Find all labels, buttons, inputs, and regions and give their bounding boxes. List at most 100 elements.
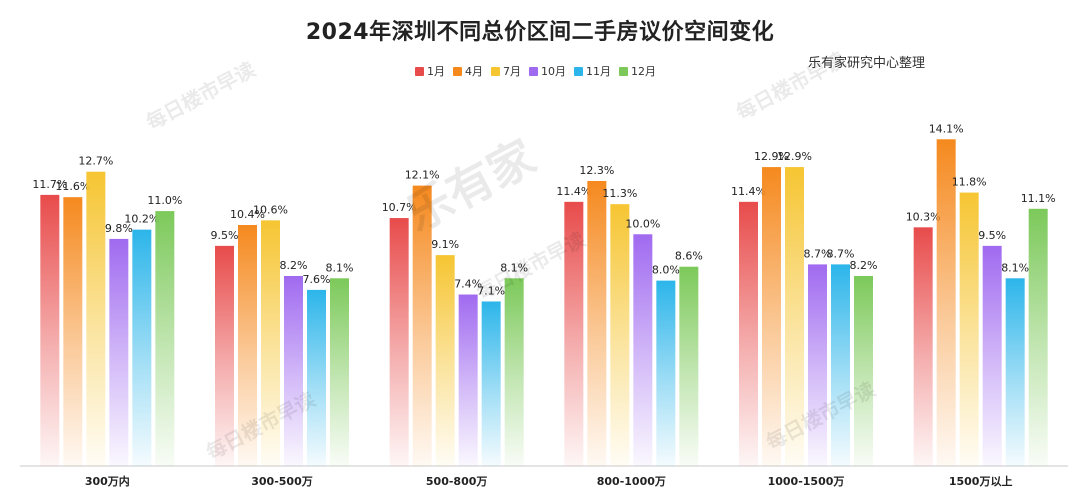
data-label: 11.4% — [556, 185, 591, 198]
data-label: 11.3% — [602, 187, 637, 200]
legend-label: 11月 — [586, 65, 611, 78]
data-label: 7.1% — [477, 284, 505, 297]
bar — [307, 289, 326, 466]
bar — [458, 294, 478, 466]
legend-label: 7月 — [503, 65, 521, 78]
legend-label: 1月 — [427, 65, 445, 78]
data-label: 12.3% — [579, 164, 614, 177]
category-label: 500-800万 — [426, 475, 488, 488]
bar — [679, 266, 699, 466]
bar — [238, 225, 257, 466]
data-label: 9.5% — [211, 229, 239, 242]
data-label: 8.1% — [326, 261, 354, 274]
data-label: 11.0% — [147, 194, 182, 207]
bar — [610, 204, 630, 466]
bar — [739, 201, 758, 467]
bar — [808, 264, 827, 466]
bar — [785, 167, 804, 466]
bar — [587, 180, 607, 466]
data-label: 10.0% — [625, 217, 660, 230]
data-label: 9.8% — [105, 222, 133, 235]
data-label: 9.1% — [431, 238, 459, 251]
legend-item: 11月 — [574, 63, 611, 79]
legend-item: 7月 — [491, 63, 521, 79]
bar — [435, 255, 455, 466]
bar — [1005, 278, 1025, 466]
data-label: 8.2% — [280, 259, 308, 272]
legend-item: 1月 — [415, 63, 445, 79]
bar — [656, 280, 676, 466]
bar — [633, 234, 653, 466]
bar — [982, 245, 1002, 466]
data-label: 8.0% — [652, 264, 680, 277]
category-label: 1500万以上 — [949, 474, 1013, 488]
category-label: 1000-1500万 — [768, 475, 845, 488]
data-label: 10.6% — [253, 203, 288, 216]
chart-title: 2024年深圳不同总价区间二手房议价空间变化 — [305, 20, 775, 45]
data-label: 11.8% — [952, 176, 987, 189]
data-label: 10.4% — [230, 208, 265, 221]
bar — [109, 238, 129, 466]
data-label: 8.1% — [1001, 261, 1029, 274]
bar — [504, 278, 524, 466]
bar — [1028, 208, 1048, 467]
bar — [155, 211, 175, 466]
bar — [762, 167, 781, 466]
data-label: 8.7% — [804, 247, 832, 260]
data-label: 7.4% — [454, 278, 482, 291]
data-label: 9.5% — [978, 229, 1006, 242]
legend-swatch — [529, 66, 538, 76]
legend-swatch — [574, 66, 583, 76]
legend-swatch — [491, 66, 500, 76]
bar — [913, 227, 933, 466]
data-label: 10.2% — [124, 213, 159, 226]
data-label: 10.3% — [906, 210, 941, 223]
data-label: 11.7% — [32, 178, 67, 191]
bar — [936, 139, 956, 466]
legend-label: 10月 — [541, 65, 566, 78]
bar — [564, 201, 584, 467]
bar — [86, 171, 106, 467]
bar — [261, 220, 280, 466]
data-label: 12.9% — [754, 150, 789, 163]
bar — [330, 278, 349, 466]
bar — [412, 185, 432, 466]
bar — [284, 275, 303, 466]
bar — [831, 264, 850, 466]
data-label: 11.4% — [731, 185, 766, 198]
legend-swatch — [619, 66, 628, 76]
bar — [132, 229, 152, 466]
bar — [63, 197, 83, 466]
legend-label: 4月 — [465, 65, 483, 78]
data-label: 7.6% — [303, 273, 331, 286]
data-label: 8.7% — [827, 247, 855, 260]
data-label: 8.6% — [675, 250, 703, 263]
category-label: 800-1000万 — [597, 475, 666, 488]
data-label: 10.7% — [382, 201, 417, 214]
legend-swatch — [415, 66, 424, 76]
bar — [215, 245, 234, 466]
bar — [389, 218, 409, 466]
legend-item: 4月 — [453, 63, 483, 79]
data-label: 12.9% — [777, 150, 812, 163]
legend-label: 12月 — [631, 65, 656, 78]
bar — [854, 275, 873, 466]
data-label: 12.7% — [78, 155, 113, 168]
legend-item: 12月 — [619, 63, 656, 79]
data-label: 12.1% — [405, 169, 440, 182]
data-label: 8.2% — [850, 259, 878, 272]
data-label: 11.6% — [55, 180, 90, 193]
data-label: 8.1% — [500, 261, 528, 274]
chart-legend: 1月 4月 7月 10月 11月 12月 — [415, 63, 656, 79]
bar — [959, 192, 979, 466]
category-label: 300-500万 — [251, 475, 313, 488]
category-label: 300万内 — [85, 474, 130, 488]
legend-item: 10月 — [529, 63, 566, 79]
bar — [40, 194, 60, 466]
data-label: 11.1% — [1021, 192, 1056, 205]
source-note: 乐有家研究中心整理 — [808, 56, 926, 71]
legend-swatch — [453, 66, 462, 76]
data-label: 14.1% — [929, 122, 964, 135]
